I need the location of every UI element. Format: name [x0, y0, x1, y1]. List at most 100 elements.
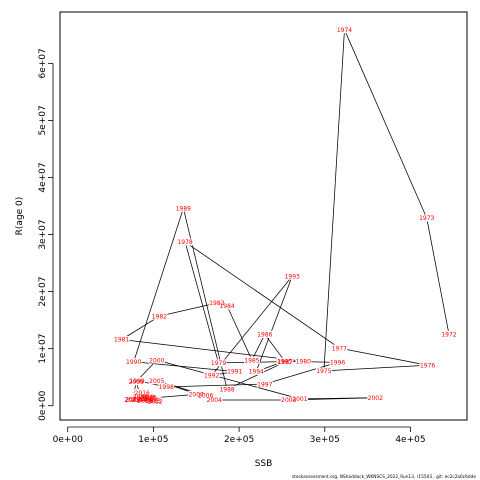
- year-label-2005: 2005: [149, 378, 164, 385]
- year-label-bg: [158, 383, 175, 391]
- plot-frame: [59, 11, 468, 421]
- trajectory-segment-1996: [264, 362, 338, 385]
- year-label-2006: 2006: [198, 393, 213, 400]
- year-label-2003: 2003: [281, 397, 296, 404]
- year-label-2016: 2016: [135, 390, 150, 397]
- year-label-bg: [208, 299, 225, 307]
- trajectory-segment-1981: [121, 315, 160, 340]
- year-label-1975: 1975: [316, 368, 331, 375]
- series-trajectory: [121, 29, 450, 402]
- year-label-1996: 1996: [330, 360, 345, 367]
- trajectory-segment-1974: [323, 29, 345, 371]
- year-label-1994: 1994: [249, 369, 264, 376]
- year-label-bg: [336, 26, 353, 34]
- trajectory-segment-1985: [251, 334, 266, 361]
- year-label-bg: [148, 377, 165, 385]
- year-label-bg: [113, 336, 130, 344]
- year-label-2009: 2009: [129, 379, 144, 386]
- year-label-1982: 1982: [152, 313, 167, 320]
- year-label-bg: [280, 396, 297, 404]
- year-label-2020: 2020: [141, 394, 156, 401]
- year-label-bg: [276, 357, 293, 365]
- trajectory-segment-1988: [183, 208, 228, 390]
- year-label-1999: 1999: [129, 378, 144, 385]
- year-label-2019: 2019: [137, 398, 152, 405]
- y-tick-label: 5e+07: [38, 105, 48, 135]
- year-label-bg: [315, 367, 332, 375]
- year-label-1993: 1993: [285, 273, 300, 280]
- year-label-bg: [128, 378, 145, 386]
- year-label-1974: 1974: [337, 27, 352, 34]
- year-label-2001: 2001: [292, 396, 307, 403]
- year-label-bg: [151, 312, 168, 320]
- year-label-2007: 2007: [189, 392, 204, 399]
- year-label-2021: 2021: [124, 397, 139, 404]
- year-label-1985: 1985: [244, 357, 259, 364]
- x-tick-label: 0e+00: [53, 435, 84, 445]
- year-label-bg: [132, 395, 149, 403]
- year-label-2010: 2010: [133, 394, 148, 401]
- year-label-2000: 2000: [149, 357, 164, 364]
- trajectory-segment-1977: [184, 241, 340, 349]
- trajectory-segment-1972: [426, 217, 450, 335]
- year-label-bg: [175, 204, 192, 212]
- y-tick-label: 0e+00: [38, 390, 48, 421]
- year-label-bg: [125, 358, 142, 366]
- year-label-bg: [219, 302, 236, 310]
- year-label-bg: [441, 330, 458, 338]
- year-label-1997: 1997: [257, 381, 272, 388]
- year-label-bg: [177, 238, 194, 246]
- year-label-bg: [243, 356, 260, 364]
- year-label-1986: 1986: [257, 332, 272, 339]
- year-label-bg: [418, 214, 435, 222]
- year-label-1995: 1995: [277, 358, 292, 365]
- year-label-1988: 1988: [219, 386, 234, 393]
- trajectory-segment-1993: [255, 276, 293, 372]
- year-label-1977: 1977: [332, 345, 347, 352]
- year-label-1989: 1989: [176, 205, 191, 212]
- year-label-bg: [123, 396, 140, 404]
- year-label-bg: [197, 391, 214, 399]
- year-label-bg: [248, 367, 265, 375]
- trajectory-segment-2000: [156, 359, 301, 400]
- y-tick-label: 3e+07: [38, 219, 48, 249]
- year-label-bg: [206, 396, 223, 404]
- trajectory-segment-1976: [339, 347, 428, 366]
- year-label-2012: 2012: [147, 398, 162, 405]
- year-label-bg: [219, 385, 236, 393]
- footnote: stockassessment.org, NShaddock_WKNSCS_20…: [292, 474, 476, 480]
- year-label-2022: 2022: [133, 396, 148, 403]
- y-axis-title: R(age 0): [15, 197, 25, 236]
- year-label-1976: 1976: [420, 362, 435, 369]
- year-label-1990: 1990: [126, 359, 141, 366]
- x-tick-label: 4e+05: [395, 435, 425, 445]
- trajectory-segment-1975: [323, 364, 428, 372]
- y-axis: 0e+00 1e+07 2e+07 3e+07 4e+07 5e+07 6e+07: [38, 48, 54, 421]
- year-label-bg: [256, 330, 273, 338]
- year-label-1978: 1978: [177, 239, 192, 246]
- year-label-bg: [329, 358, 346, 366]
- trajectory-segment-1980: [121, 339, 304, 362]
- year-label-1984: 1984: [219, 303, 234, 310]
- year-label-bg: [367, 394, 384, 402]
- year-label-bg: [226, 367, 243, 375]
- y-tick-label: 6e+07: [38, 48, 48, 78]
- year-label-1981: 1981: [114, 337, 129, 344]
- x-tick-label: 3e+05: [310, 435, 340, 445]
- year-label-1979: 1979: [211, 360, 226, 367]
- x-tick-label: 1e+05: [138, 435, 168, 445]
- year-label-2004: 2004: [207, 397, 222, 404]
- year-label-2008: 2008: [125, 397, 140, 404]
- trajectory-segment-1982: [159, 302, 217, 317]
- x-axis: 0e+00 1e+05 2e+05 3e+05 4e+05: [53, 426, 426, 445]
- year-label-1998: 1998: [159, 384, 174, 391]
- year-label-bg: [295, 357, 312, 365]
- year-label-2011: 2011: [137, 396, 152, 403]
- x-axis-title: SSB: [255, 459, 273, 469]
- year-label-1980: 1980: [296, 358, 311, 365]
- year-label-bg: [210, 359, 227, 367]
- year-label-bg: [284, 272, 301, 280]
- year-label-1983: 1983: [209, 300, 224, 307]
- trajectory-segment-1984: [226, 305, 253, 361]
